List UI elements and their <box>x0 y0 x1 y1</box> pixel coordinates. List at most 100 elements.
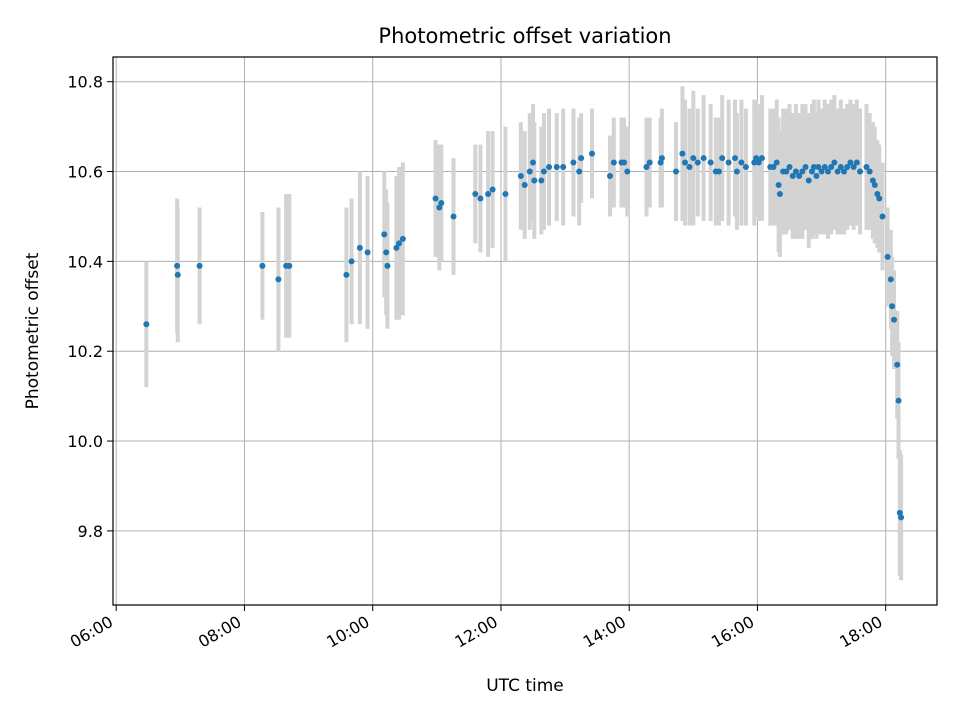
data-point <box>887 276 894 283</box>
data-point <box>143 321 150 328</box>
data-point <box>844 164 851 171</box>
data-point <box>889 303 896 310</box>
data-point <box>383 249 390 256</box>
data-point <box>894 361 901 368</box>
data-point <box>789 173 796 180</box>
data-point <box>792 168 799 175</box>
data-point <box>546 164 553 171</box>
data-point <box>884 253 891 260</box>
y-tick-label: 10.8 <box>67 73 103 92</box>
data-point <box>895 397 902 404</box>
data-point <box>879 213 886 220</box>
data-point <box>876 195 883 202</box>
data-point <box>808 168 815 175</box>
data-point <box>857 168 864 175</box>
data-point <box>606 173 613 180</box>
data-point <box>758 155 765 162</box>
y-tick-label: 10.4 <box>67 252 103 271</box>
data-point <box>395 240 402 247</box>
data-point <box>621 159 628 166</box>
data-point <box>472 191 479 197</box>
data-point <box>531 177 538 184</box>
data-point <box>553 164 560 171</box>
y-tick-label: 9.8 <box>78 522 103 541</box>
data-point <box>275 276 282 283</box>
data-point <box>773 159 780 166</box>
data-point <box>576 168 583 175</box>
data-point <box>694 159 701 166</box>
y-tick-label: 10.0 <box>67 432 103 451</box>
data-point <box>850 164 857 171</box>
data-point <box>815 164 822 171</box>
data-point <box>436 204 443 211</box>
data-point <box>732 155 739 162</box>
data-point <box>813 173 820 180</box>
data-point <box>658 155 665 162</box>
data-point <box>450 213 457 220</box>
data-point <box>530 159 537 166</box>
data-point <box>517 173 524 180</box>
data-point <box>738 159 745 166</box>
data-point <box>589 150 596 157</box>
data-point <box>343 271 350 278</box>
data-point <box>891 316 898 323</box>
data-point <box>776 191 783 197</box>
data-point <box>526 168 533 175</box>
data-point <box>799 168 806 175</box>
data-point <box>831 159 838 166</box>
data-point <box>742 164 749 171</box>
data-point <box>560 164 567 171</box>
y-tick-label: 10.2 <box>67 342 103 361</box>
data-point <box>686 164 693 171</box>
data-point <box>384 262 391 269</box>
data-point <box>432 195 439 202</box>
data-point <box>477 195 484 202</box>
data-point <box>751 159 758 166</box>
data-point <box>174 271 181 278</box>
data-point <box>834 168 841 175</box>
data-point <box>610 159 617 166</box>
y-axis-ticks: 9.8 10.0 10.2 10.4 10.6 10.8 <box>67 73 113 541</box>
data-point <box>863 164 870 171</box>
data-point <box>783 168 790 175</box>
data-point <box>502 191 509 197</box>
data-point <box>196 262 203 269</box>
y-tick-label: 10.6 <box>67 163 103 182</box>
data-point <box>824 168 831 175</box>
data-point <box>828 164 835 171</box>
plot-frame <box>112 56 938 606</box>
data-point <box>174 262 181 269</box>
x-axis-label: UTC time <box>486 676 564 696</box>
data-point <box>393 244 400 251</box>
data-point <box>570 159 577 166</box>
data-point <box>786 164 793 171</box>
data-point <box>841 168 848 175</box>
data-point <box>725 159 732 166</box>
data-point <box>540 168 547 175</box>
data-point <box>805 177 812 184</box>
data-point <box>643 164 650 171</box>
data-point <box>673 168 680 175</box>
data-point <box>753 155 760 162</box>
data-point <box>679 150 686 157</box>
data-point <box>538 177 545 184</box>
data-points <box>143 150 905 521</box>
data-point <box>485 191 492 197</box>
data-point <box>719 155 726 162</box>
data-point <box>866 168 873 175</box>
data-point <box>521 182 528 189</box>
data-point <box>715 168 722 175</box>
data-point <box>259 262 266 269</box>
data-point <box>733 168 740 175</box>
data-point <box>818 168 825 175</box>
data-point <box>286 262 293 269</box>
data-point <box>399 235 406 242</box>
data-point <box>381 231 388 238</box>
data-point <box>690 155 697 162</box>
data-point <box>821 164 828 171</box>
data-point <box>578 155 585 162</box>
data-point <box>810 164 817 171</box>
data-point <box>624 168 631 175</box>
data-point <box>847 159 854 166</box>
